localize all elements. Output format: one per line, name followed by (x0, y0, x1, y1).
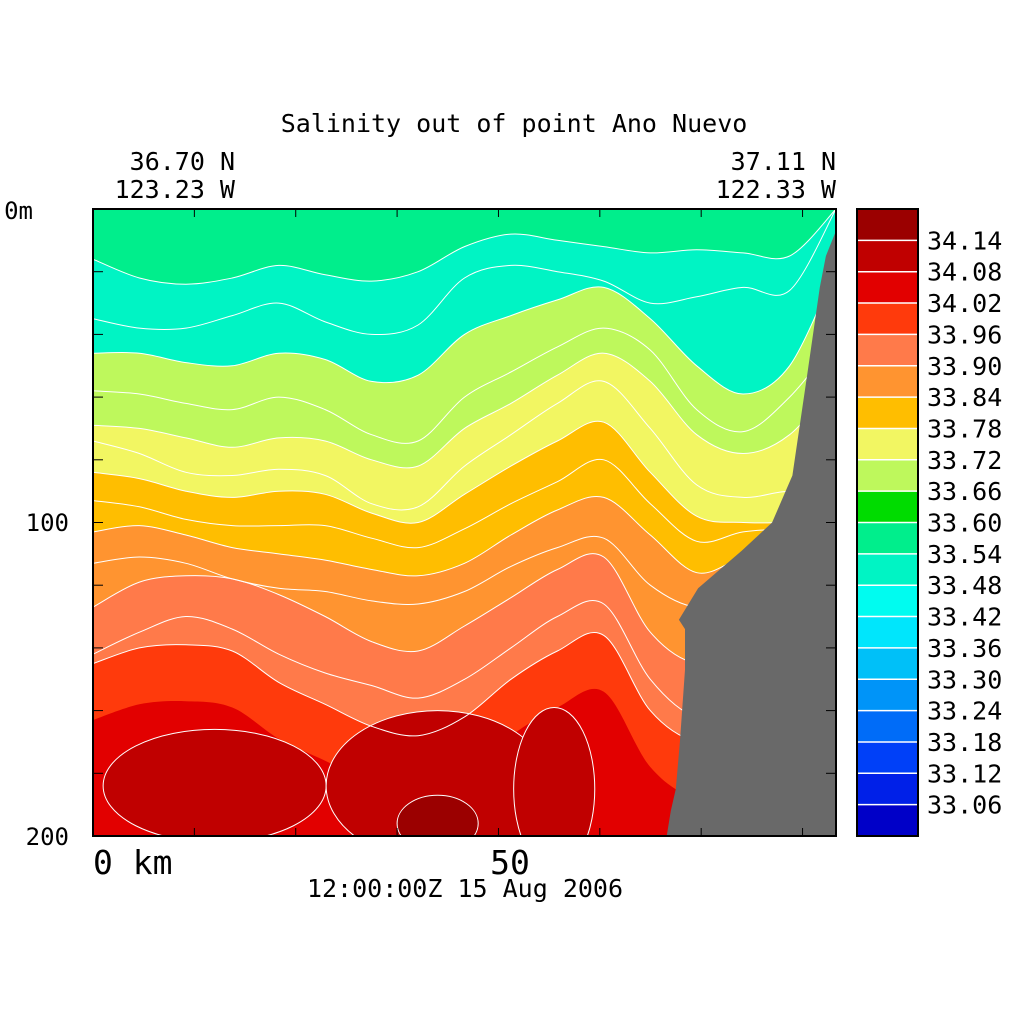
contour-2-top (93, 268, 836, 395)
colorbar-label-10: 33.60 (927, 509, 1002, 538)
contour-5-top (93, 495, 836, 577)
colorbar-swatch-12 (857, 585, 918, 618)
contour-3-top (93, 352, 836, 469)
colorbar-swatch-0 (857, 209, 918, 241)
colorbar-swatch-9 (857, 491, 918, 523)
colorbar-swatch-15 (857, 679, 918, 712)
right-longitude: 122.33 W (716, 175, 837, 204)
colorbar-label-14: 33.36 (927, 634, 1002, 663)
x-tick-label-0: 0 km (93, 843, 172, 882)
contour-3-bottom (93, 380, 836, 511)
hot-patch-3 (396, 794, 479, 836)
colorbar-label-2: 34.08 (927, 258, 1002, 287)
chart-title: Salinity out of point Ano Nuevo (281, 109, 748, 138)
x-tick-label-50: 50 (490, 843, 530, 882)
right-latitude: 37.11 N (731, 147, 836, 176)
colorbar-frame (856, 208, 919, 837)
y-tick-label-0: 0m (4, 197, 33, 225)
colorbar-swatch-3 (857, 303, 918, 335)
colorbar-swatch-6 (857, 397, 918, 429)
colorbar-swatch-10 (857, 522, 918, 555)
colorbar-swatch-1 (857, 240, 918, 273)
colorbar-swatch-8 (857, 459, 918, 492)
colorbar-swatch-14 (857, 647, 918, 680)
contour-4-bottom (93, 458, 836, 549)
colorbar-label-11: 33.54 (927, 540, 1002, 569)
y-tick-label-100: 100 (26, 509, 69, 537)
colorbar-label-16: 33.24 (927, 697, 1002, 726)
contour-1-top (93, 209, 836, 285)
left-latitude: 36.70 N (130, 147, 235, 176)
timestamp: 12:00:00Z 15 Aug 2006 (307, 874, 623, 903)
hot-patch-2 (513, 706, 596, 836)
colorbar (856, 208, 919, 837)
contour-1-bottom (93, 209, 836, 336)
colorbar-swatch-17 (857, 741, 918, 774)
colorbar-label-3: 34.02 (927, 289, 1002, 318)
contour-lines (93, 209, 836, 744)
colorbar-label-19: 33.06 (927, 791, 1002, 820)
contour-2-bottom (93, 327, 836, 444)
colorbar-swatch-11 (857, 553, 918, 586)
colorbar-label-5: 33.90 (927, 352, 1002, 381)
colorbar-swatch-18 (857, 773, 918, 806)
colorbar-swatch-4 (857, 334, 918, 367)
y-tick-label-200: 200 (26, 823, 69, 851)
colorbar-label-1: 34.14 (927, 226, 1002, 255)
colorbar-label-4: 33.96 (927, 320, 1002, 349)
colorbar-label-6: 33.84 (927, 383, 1002, 412)
contour-4-top (93, 420, 836, 524)
y-axis-ticks (93, 208, 836, 837)
colorbar-label-13: 33.42 (927, 603, 1002, 632)
colorbar-swatch-19 (857, 804, 918, 837)
colorbar-swatch-16 (857, 710, 918, 743)
colorbar-label-15: 33.30 (927, 665, 1002, 694)
colorbar-label-8: 33.72 (927, 446, 1002, 475)
colorbar-swatch-5 (857, 365, 918, 398)
hot-patch-0 (102, 728, 327, 836)
coastal-land (666, 230, 836, 836)
colorbar-swatch-7 (857, 428, 918, 461)
colorbar-swatch-13 (857, 616, 918, 649)
colorbar-label-12: 33.48 (927, 571, 1002, 600)
colorbar-label-17: 33.18 (927, 728, 1002, 757)
colorbar-label-9: 33.66 (927, 477, 1002, 506)
colorbar-swatch-2 (857, 271, 918, 304)
left-longitude: 123.23 W (115, 175, 236, 204)
colorbar-label-7: 33.78 (927, 414, 1002, 443)
x-axis-ticks (92, 209, 804, 836)
colorbar-label-18: 33.12 (927, 759, 1002, 788)
